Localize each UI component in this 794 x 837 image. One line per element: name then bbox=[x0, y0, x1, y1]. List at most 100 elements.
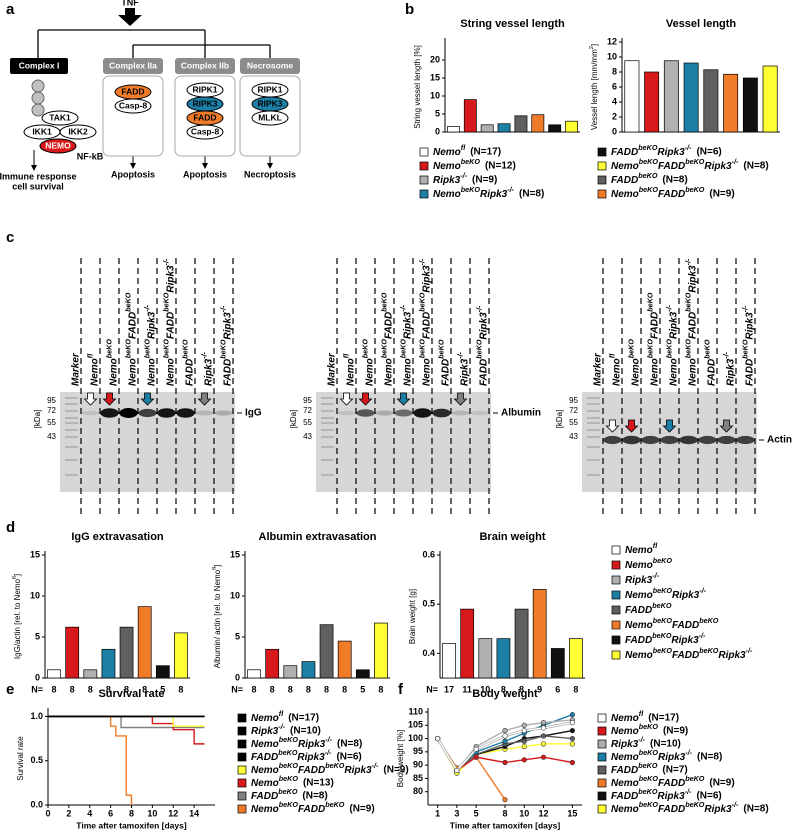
label-part: Nemo bbox=[146, 358, 157, 386]
node-label: Apoptosis bbox=[111, 169, 155, 179]
superscript: beKO bbox=[645, 339, 654, 359]
superscript: -/- bbox=[161, 258, 170, 265]
label-part: Nemo bbox=[433, 189, 461, 200]
node-label: IKK2 bbox=[68, 126, 88, 136]
superscript: beKO bbox=[123, 339, 132, 359]
label-part: FADD bbox=[421, 312, 432, 339]
y-tick-label: 1.0 bbox=[30, 711, 43, 721]
panel-label: b bbox=[405, 1, 414, 18]
legend-label: Nemofl bbox=[251, 709, 284, 724]
label-part: Nemo bbox=[127, 358, 138, 386]
bar bbox=[569, 638, 583, 679]
label-part: Nemo bbox=[251, 778, 279, 789]
label-part: FADD bbox=[706, 359, 717, 386]
bar bbox=[155, 665, 170, 679]
legend-label: Ripk3-/- bbox=[433, 171, 468, 186]
superscript: beKO bbox=[218, 339, 227, 359]
n-label: 10 bbox=[480, 684, 490, 694]
lane-label: NemobeKOFADDbeKO bbox=[123, 292, 138, 386]
legend-swatch bbox=[419, 147, 429, 157]
bar bbox=[83, 669, 98, 679]
label-part: FADD bbox=[298, 804, 325, 815]
x-tick-label: 15 bbox=[567, 808, 577, 818]
blot-band bbox=[214, 410, 233, 416]
label-part: Brain weight [g] bbox=[408, 589, 417, 644]
panel-label: c bbox=[6, 229, 14, 246]
legend-swatch bbox=[237, 804, 247, 814]
node-label: RIPK1 bbox=[257, 84, 282, 94]
blot-band bbox=[375, 410, 394, 416]
label-part: Ripk3 bbox=[478, 312, 489, 340]
series-line bbox=[48, 715, 133, 805]
y-tick-label: 0.5 bbox=[422, 599, 435, 609]
bar bbox=[742, 77, 758, 133]
bar bbox=[624, 60, 640, 133]
legend-label: Nemofl bbox=[611, 709, 644, 724]
bar bbox=[301, 661, 316, 679]
lane-label: Nemofl bbox=[85, 353, 100, 386]
legend-swatch bbox=[611, 635, 621, 645]
blot-band bbox=[622, 435, 641, 445]
label-part: Ripk3 bbox=[672, 590, 700, 601]
label-part: FADD bbox=[127, 312, 138, 339]
label-part: Nemo bbox=[611, 189, 639, 200]
point bbox=[454, 767, 460, 774]
y-tick-label: 15 bbox=[230, 549, 240, 559]
label-part: Nemo bbox=[611, 778, 639, 789]
legend-swatch bbox=[237, 752, 247, 762]
point bbox=[569, 741, 575, 747]
label-part: Ripk3 bbox=[344, 765, 372, 776]
point bbox=[521, 757, 527, 763]
lane-label: Nemofl bbox=[607, 353, 622, 386]
label-part: FADD bbox=[383, 312, 394, 339]
bar bbox=[497, 123, 511, 133]
label-part: FADD bbox=[611, 175, 638, 186]
n-label: 8 bbox=[573, 684, 578, 694]
legend-label: FADDbeKO bbox=[611, 171, 658, 186]
label-part: FADD bbox=[649, 312, 660, 339]
label-part: Ripk3 bbox=[480, 189, 508, 200]
x-axis-label: Time after tamoxifen [days] bbox=[76, 820, 187, 830]
legend-swatch bbox=[611, 575, 621, 585]
y-tick-label: 20 bbox=[430, 54, 440, 64]
label-part: Nemo bbox=[108, 358, 119, 386]
label-part: Marker bbox=[326, 352, 337, 386]
label-part: Ripk3 bbox=[402, 311, 413, 339]
legend-swatch bbox=[597, 752, 607, 762]
n-label: 8 bbox=[519, 684, 524, 694]
chart-title: String vessel length bbox=[460, 18, 565, 30]
superscript: beKO bbox=[180, 339, 189, 359]
blot-band bbox=[394, 409, 413, 417]
label-part: Ripk3 bbox=[657, 791, 685, 802]
blot-band bbox=[119, 408, 138, 418]
superscript: beKO bbox=[685, 185, 705, 194]
superscript: beKO bbox=[638, 143, 658, 152]
blot-band bbox=[195, 410, 214, 416]
n-label: 8 bbox=[178, 684, 183, 694]
label-part: FADD bbox=[625, 635, 652, 646]
superscript: fl bbox=[279, 709, 284, 718]
superscript: -/- bbox=[683, 258, 692, 265]
n-label: 6 bbox=[555, 684, 560, 694]
label-part: FADD bbox=[672, 650, 699, 661]
y-tick-label: 10 bbox=[30, 590, 40, 600]
label-part: Nemo bbox=[625, 590, 653, 601]
x-tick-label: 8 bbox=[502, 808, 507, 818]
lane-label: Marker bbox=[326, 352, 337, 386]
label-part: Ripk3 bbox=[668, 311, 679, 339]
superscript: beKO bbox=[279, 774, 299, 783]
label-part: FADD bbox=[625, 605, 652, 616]
lane-label: NemobeKORipk3-/- bbox=[664, 304, 679, 386]
legend-swatch bbox=[597, 713, 607, 723]
label-part: Albumin/ actin [rel. to Nemo bbox=[213, 569, 222, 668]
n-label: 8 bbox=[52, 684, 57, 694]
lane-label: FADDbeKO bbox=[436, 339, 451, 386]
lane-label: NemobeKO bbox=[626, 339, 641, 386]
superscript: beKO bbox=[639, 800, 659, 809]
node-label: Apoptosis bbox=[183, 169, 227, 179]
panel-label: d bbox=[6, 519, 15, 536]
point bbox=[540, 720, 547, 726]
blot-arrow bbox=[102, 392, 117, 406]
superscript: beKO bbox=[461, 157, 481, 166]
point bbox=[473, 754, 479, 760]
